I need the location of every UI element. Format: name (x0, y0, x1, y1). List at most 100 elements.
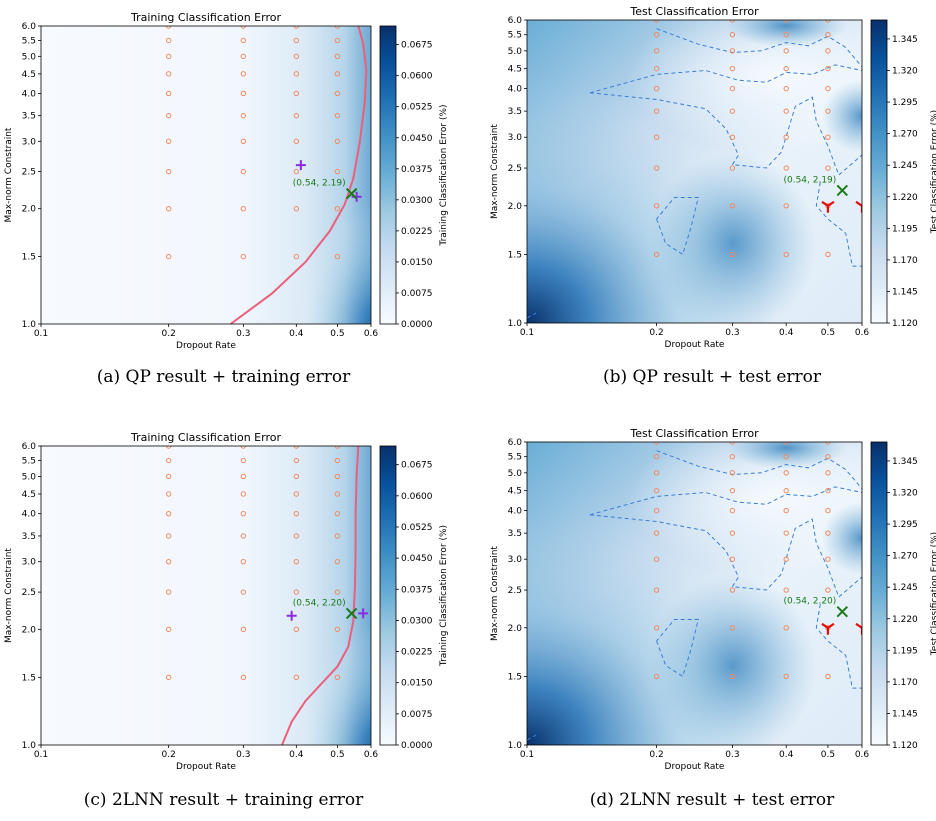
sample-point (334, 138, 341, 144)
colorbar-tick-label: 0.0450 (401, 134, 433, 144)
sample-point (653, 487, 660, 494)
optimum-annotation: (0.54, 2.19) (783, 175, 836, 185)
chart-panel-2: (0.54, 2.20) 0.1 0.2 0.3 0.4 0.5 0.6 1.0 1.5 2.0 2… (4, 431, 449, 810)
y-tick-label: 5.0 (508, 469, 523, 479)
colorbar-tick-label: 0.0075 (401, 710, 433, 720)
colorbar-tick-label: 0.0675 (401, 461, 433, 471)
sample-point (825, 487, 831, 494)
chart-panel-1: (0.54, 2.19) 0.1 0.2 0.3 0.4 0.5 0.6 1.0 1.5 2.0 2… (490, 5, 936, 387)
sample-point (729, 625, 736, 631)
sample-point (165, 457, 172, 464)
y-tick-label: 2.0 (508, 624, 523, 634)
colorbar-tick-label: 0.0075 (401, 289, 433, 299)
sample-point (653, 20, 660, 23)
sample-point (783, 134, 789, 140)
colorbar-tick-label: 1.245 (892, 161, 918, 171)
colorbar-tick-label: 0.0675 (401, 41, 433, 51)
y-axis-label: Max-norm Constraint (4, 548, 14, 643)
sample-point (240, 510, 247, 517)
chart-title: Test Classification Error (629, 5, 759, 18)
sample-point (293, 457, 300, 464)
colorbar-tick-label: 1.320 (892, 67, 918, 77)
x-tick-label: 0.3 (725, 750, 739, 760)
y-tick-label: 1.0 (508, 319, 523, 329)
x-tick-label: 0.4 (289, 750, 304, 760)
heatmap-area (41, 446, 371, 745)
sample-point (783, 507, 789, 514)
sample-point (240, 168, 247, 175)
sample-point (653, 85, 660, 92)
sample-point (653, 251, 660, 258)
colorbar-tick-label: 1.195 (892, 224, 918, 234)
x-tick-label: 0.3 (236, 329, 250, 339)
sample-point (825, 556, 831, 562)
plot-frame (40, 445, 372, 746)
colorbar-tick-label: 1.270 (892, 552, 918, 562)
sample-point (783, 85, 789, 92)
y-tick-label: 1.0 (22, 741, 37, 751)
dashed-contour-5 (527, 734, 537, 741)
colorbar-label: Test Classification Error (%) (930, 532, 936, 656)
colorbar-tick-label: 0.0375 (401, 585, 433, 595)
sample-point (293, 626, 300, 633)
boundary-curve (281, 446, 360, 745)
sample-point (653, 507, 660, 514)
y-tick-label: 5.5 (508, 31, 522, 41)
x-tick-label: 0.6 (364, 750, 379, 760)
sample-point (334, 626, 341, 633)
heatmap-corner (527, 442, 862, 745)
colorbar-tick-label: 1.220 (892, 193, 918, 203)
colorbar-tick-label: 1.145 (892, 709, 918, 719)
sample-point (334, 457, 341, 464)
sample-point (653, 530, 660, 536)
sample-point (293, 446, 300, 449)
x-tick-label: 0.2 (649, 750, 663, 760)
sample-point (783, 165, 789, 171)
sample-point (729, 556, 736, 562)
x-tick-label: 0.5 (821, 750, 835, 760)
sample-point (240, 253, 247, 260)
sample-point (825, 530, 831, 536)
sample-point (783, 487, 789, 494)
sample-point (729, 85, 736, 92)
sample-point (240, 37, 247, 44)
optimum-annotation: (0.54, 2.19) (293, 179, 346, 189)
y-tick-label: 4.5 (22, 70, 36, 80)
sample-point (293, 168, 300, 175)
optimum-cross-marker (836, 605, 849, 618)
colorbar-tick-label: 0.0525 (401, 523, 433, 533)
colorbar-tick-label: 1.220 (892, 615, 918, 625)
heatmap-area (527, 20, 862, 323)
sample-point (240, 626, 247, 633)
sample-point (240, 90, 247, 97)
heatmap-area (527, 442, 862, 745)
sample-point (729, 507, 736, 514)
colorbar-tick-label: 0.0225 (401, 227, 433, 237)
x-tick-label: 0.2 (649, 328, 663, 338)
sample-point (653, 165, 660, 171)
sample-point (165, 26, 172, 29)
colorbar-tick-label: 1.345 (892, 35, 918, 45)
sample-point (653, 108, 660, 114)
sample-point (729, 454, 736, 460)
sample-point (825, 48, 831, 54)
sample-point (165, 491, 172, 497)
sample-point (729, 134, 736, 140)
sample-point (653, 203, 660, 209)
sample-point (825, 251, 831, 258)
sample-point (293, 253, 300, 260)
chart-title: Training Classification Error (130, 11, 281, 24)
sample-point (825, 673, 831, 680)
sample-point (240, 533, 247, 539)
sample-point (729, 587, 736, 593)
sample-point (240, 446, 247, 449)
sample-point (729, 442, 736, 445)
dashed-contour-1 (589, 64, 862, 94)
sample-point (729, 487, 736, 494)
sample-point (729, 20, 736, 23)
sample-point (334, 446, 341, 449)
sample-point (165, 674, 172, 681)
sample-point (653, 32, 660, 38)
y-tick-label: 4.5 (22, 490, 36, 500)
sample-point (334, 589, 341, 595)
